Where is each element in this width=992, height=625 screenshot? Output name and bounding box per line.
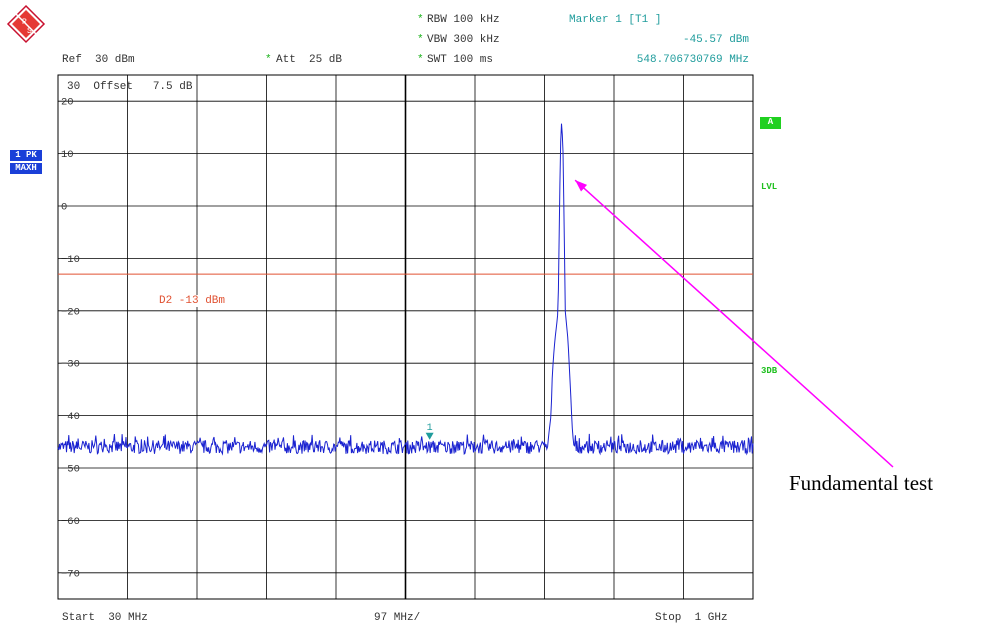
3db-label: 3DB [761,366,778,376]
y-tick-label: 20 [61,97,74,109]
y-tick-label: 10 [61,149,74,161]
marker-number: 1 [427,423,433,434]
swt-star: * [417,54,424,66]
marker-triangle [425,432,434,440]
marker-title: Marker 1 [T1 ] [569,14,662,26]
lvl-label: LVL [761,182,778,192]
y-tick-label: −30 [61,359,80,371]
attenuation: Att 25 dB [276,54,343,66]
y-ticks: 20 10 0 −10 −20 −30 −40 −50 −60 −70 [61,97,80,581]
display-line-label: D2 -13 dBm [158,295,227,307]
y-tick-label: −40 [61,411,80,423]
offset-label: 30 Offset 7.5 dB [67,81,193,93]
trace-a-badge: A [760,117,781,129]
svg-text:S: S [27,27,32,36]
ref-level: Ref 30 dBm [62,54,135,66]
trace-line [57,123,754,456]
rbw-star: * [417,14,424,26]
y-tick-label: −60 [61,516,80,528]
marker-level: -45.57 dBm [682,34,749,46]
vbw-star: * [417,34,424,46]
vbw-setting: VBW 300 kHz [427,34,500,46]
y-tick-label: 0 [61,202,67,214]
grid [57,74,754,600]
annotation-text: Fundamental test [789,471,934,495]
svg-text:R: R [22,18,27,27]
trace-mode-badge: MAXH [10,163,42,174]
y-tick-label: −70 [61,568,80,580]
y-tick-label: −50 [61,464,80,476]
y-tick-label: −20 [61,306,80,318]
swt-setting: SWT 100 ms [427,54,494,66]
annotation-arrow-head [575,180,588,192]
stop-frequency: Stop 1 GHz [655,612,728,624]
span-per-division: 97 MHz/ [374,612,421,624]
start-frequency: Start 30 MHz [62,612,148,624]
rs-logo: R S [6,4,46,44]
y-tick-label: −10 [61,254,80,266]
marker-frequency: 548.706730769 MHz [636,54,749,66]
annotation-arrow [574,179,894,468]
rbw-setting: RBW 100 kHz [427,14,500,26]
trace-detector-badge: 1 PK [10,150,42,161]
att-star: * [265,54,272,66]
